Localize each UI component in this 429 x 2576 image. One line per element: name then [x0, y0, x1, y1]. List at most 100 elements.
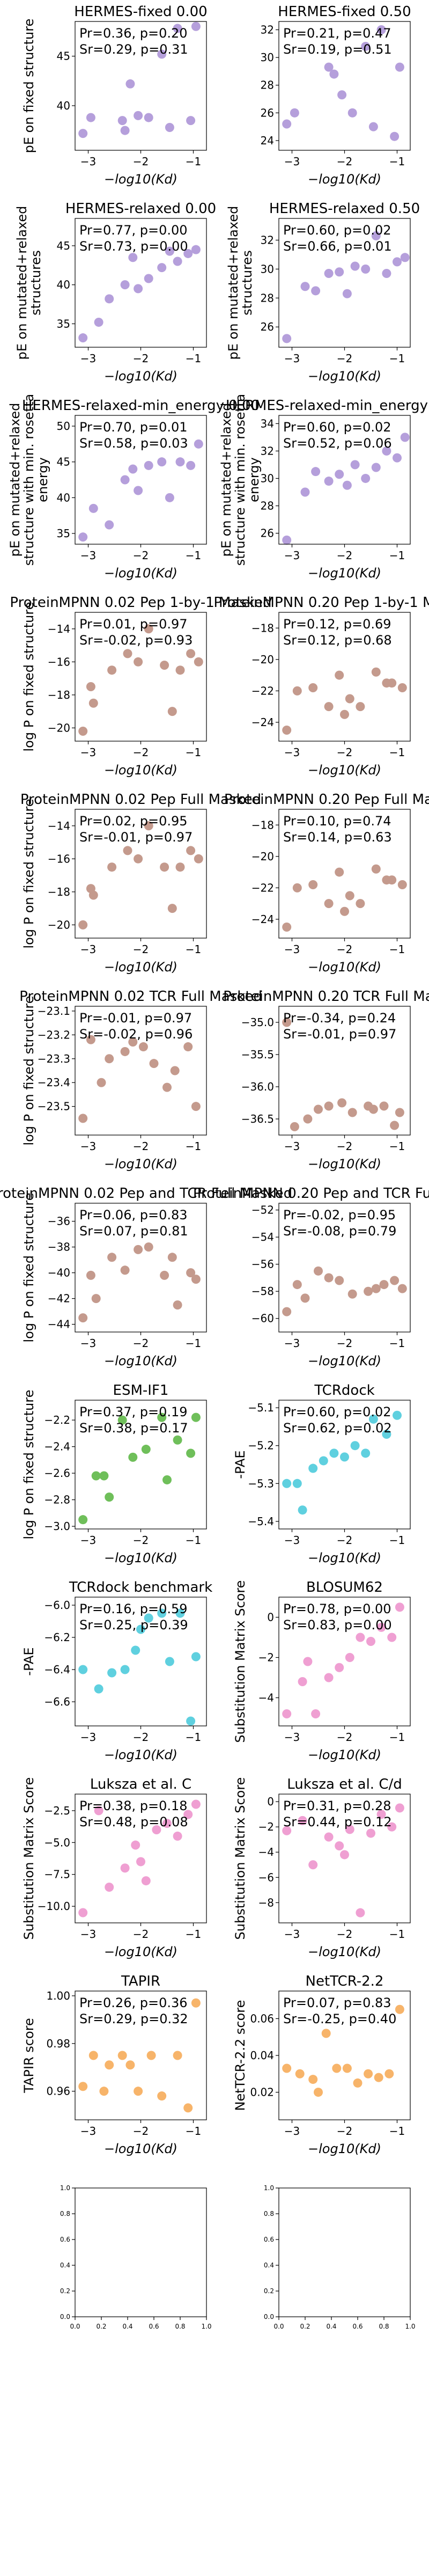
- axes-frame: [75, 415, 207, 545]
- y-axis-label: pE on fixed structure: [21, 19, 36, 153]
- x-tick-label: −2: [337, 549, 352, 562]
- data-point: [144, 460, 153, 470]
- x-tick-label: 0.2: [300, 2323, 310, 2330]
- stats-annotation: Sr=0.62, p=0.02: [283, 1421, 392, 1436]
- chart-title: ProteinMPNN 0.02 Pep 1-by-1 Masked: [10, 595, 271, 611]
- stats-annotation: Pr=-0.01, p=0.97: [79, 1011, 192, 1026]
- data-point: [88, 890, 98, 900]
- y-tick-label: 28: [261, 500, 274, 513]
- x-tick-label: −2: [337, 943, 352, 956]
- y-tick-label: 1.0: [60, 2184, 70, 2192]
- data-point: [382, 268, 391, 278]
- y-tick-label: 0.8: [264, 2210, 274, 2218]
- x-axis-label: −log10(Kd): [308, 1550, 381, 1565]
- y-tick-label: 32: [261, 444, 274, 457]
- chart-title: ESM-IF1: [113, 1382, 169, 1399]
- x-axis-label: −log10(Kd): [308, 1747, 381, 1762]
- y-tick-label: −58: [252, 1285, 274, 1298]
- y-axis-label-line: pE on mutated+relaxed: [14, 206, 29, 360]
- data-point: [397, 1284, 407, 1293]
- data-point: [332, 2063, 342, 2073]
- x-tick-label: −1: [186, 943, 201, 956]
- y-tick-label: −54: [252, 1231, 274, 1243]
- y-tick-label: −22: [252, 684, 274, 697]
- data-point: [78, 920, 88, 930]
- data-point: [105, 1492, 114, 1502]
- data-point: [105, 1054, 114, 1064]
- data-point: [376, 25, 386, 34]
- data-point: [356, 1908, 365, 1918]
- x-tick-label: −2: [133, 549, 149, 562]
- data-point: [86, 1270, 95, 1280]
- y-tick-label: 40: [57, 99, 70, 112]
- y-tick-label: −36.5: [241, 1113, 274, 1125]
- x-tick-label: −3: [284, 1928, 300, 1941]
- y-axis-label-line: log P on fixed structure: [21, 799, 36, 949]
- data-point: [120, 475, 130, 485]
- x-tick-label: −1: [186, 1731, 201, 1744]
- stats-annotation: Sr=-0.01, p=0.97: [283, 1027, 396, 1042]
- data-point: [128, 464, 138, 474]
- data-point: [107, 1668, 117, 1678]
- data-point: [186, 1268, 196, 1278]
- y-tick-label: 0.0: [264, 2313, 274, 2321]
- data-point: [165, 1657, 174, 1666]
- y-axis-label-line: log P on fixed structure: [21, 1390, 36, 1540]
- y-axis-label-line: energy: [247, 457, 262, 502]
- x-axis-label: −log10(Kd): [104, 1550, 177, 1565]
- y-tick-label: −42: [48, 1292, 70, 1305]
- data-point: [350, 1441, 360, 1451]
- data-point: [191, 1998, 201, 2008]
- y-tick-label: −16: [48, 655, 70, 668]
- data-point: [99, 2087, 109, 2096]
- x-axis-label: −log10(Kd): [104, 1944, 177, 1959]
- data-point: [303, 1657, 313, 1666]
- y-tick-label: 0.6: [60, 2236, 70, 2243]
- y-tick-label: −10.0: [38, 1900, 70, 1913]
- data-point: [382, 446, 391, 456]
- y-tick-label: 40: [57, 279, 70, 291]
- x-tick-label: −2: [337, 2125, 352, 2138]
- data-point: [144, 274, 153, 283]
- data-point: [366, 1637, 375, 1646]
- data-point: [120, 1046, 130, 1056]
- data-point: [366, 1828, 375, 1838]
- data-point: [183, 248, 193, 258]
- stats-annotation: Pr=0.60, p=0.02: [283, 1404, 391, 1419]
- data-point: [335, 1841, 344, 1850]
- y-tick-label: 45: [57, 50, 70, 63]
- data-point: [290, 108, 299, 118]
- data-point: [300, 1293, 310, 1303]
- data-point: [128, 1037, 138, 1047]
- axes-frame: [278, 2187, 411, 2317]
- y-tick-label: −5.0: [44, 1836, 70, 1849]
- data-point: [120, 1265, 130, 1275]
- data-point: [175, 1608, 185, 1618]
- data-point: [345, 694, 354, 704]
- data-point: [107, 665, 117, 675]
- data-point: [162, 1082, 172, 1092]
- x-tick-label: −1: [389, 1928, 405, 1941]
- data-point: [303, 1114, 313, 1124]
- data-point: [393, 453, 402, 463]
- y-tick-label: −38: [48, 1241, 70, 1254]
- data-point: [183, 1810, 193, 1819]
- data-point: [319, 1456, 328, 1466]
- chart-panel: 0.0 0.2 0.4 0.6 0.8 1.0 0.0 0.2 0.4 0.6 0.8 1.0: [264, 2184, 416, 2330]
- data-point: [324, 268, 334, 278]
- y-tick-label: 0: [267, 1611, 274, 1624]
- data-point: [324, 1101, 334, 1111]
- y-axis-label-line: structure with min. rosetta: [233, 394, 248, 566]
- y-tick-label: 0.96: [46, 2085, 70, 2098]
- stats-annotation: Pr=0.01, p=0.97: [79, 617, 188, 632]
- data-point: [191, 1413, 201, 1422]
- data-point: [160, 1270, 169, 1280]
- chart-panel: BLOSUM62 −3 −2 −1 −4 −2 0 Pr=0.78, p=0.00 Sr=0.8…: [233, 1579, 411, 1762]
- data-point: [78, 1515, 88, 1525]
- x-tick-label: −2: [133, 1337, 149, 1350]
- data-point: [387, 1822, 397, 1832]
- data-point: [368, 1414, 378, 1424]
- data-point: [191, 21, 201, 31]
- data-point: [282, 119, 292, 129]
